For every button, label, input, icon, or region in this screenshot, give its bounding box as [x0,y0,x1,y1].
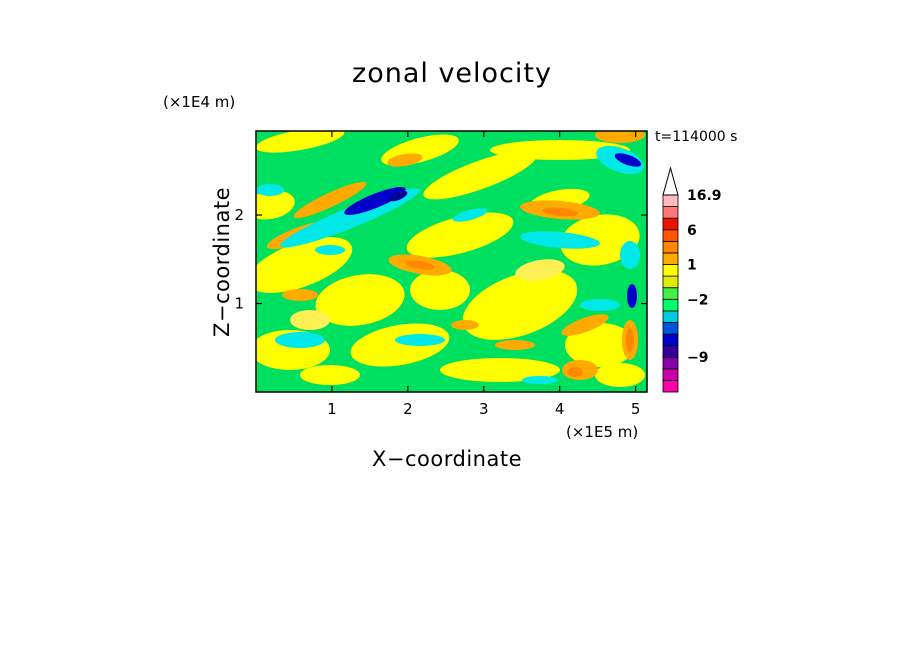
y-axis-ticks: 12 [234,206,647,313]
orange-region [282,289,318,301]
cyan-region [520,231,600,249]
plot-frame [255,130,648,393]
yellow-region [560,214,640,266]
chart-title: zonal velocity [352,58,552,89]
light-yellow-region [290,310,330,330]
x-tick-label: 1 [327,400,337,418]
colorbar-swatch [662,345,679,358]
y-tick-label: 2 [234,206,244,224]
colorbar-swatch [662,333,679,347]
dark-orange-region [626,328,634,352]
cyan-region [395,334,445,346]
blue-region [627,284,637,308]
yellow-region [595,363,645,387]
light-yellow-region [515,259,565,281]
colorbar-tick-label: −9 [687,350,708,366]
colorbar-swatch [662,322,679,335]
orange-region [561,314,609,336]
colorbar-swatch [662,298,679,312]
x-tick-label: 3 [479,400,489,418]
colorbar-swatch [662,264,679,277]
yellow-region [490,140,630,160]
yellow-region [256,190,295,220]
yellow-region [300,365,360,385]
x-axis-unit-label: (×1E5 m) [566,423,639,441]
x-tick-label: 2 [403,400,413,418]
y-axis-unit-label: (×1E4 m) [163,93,236,111]
orange-region [495,340,535,350]
colorbar-swatch [662,275,679,289]
colorbar-tick-label: 1 [687,258,697,274]
cyan-region [256,184,284,196]
cyan-region [315,245,345,255]
colorbar-swatch [662,287,679,300]
colorbar-swatch [662,206,679,219]
colorbar: 16.9 6 1 −2 −9 [662,166,722,393]
yellow-region [315,274,405,326]
dark-orange-region [567,367,583,377]
yellow-region [406,212,514,258]
orange-region [387,153,423,167]
cyan-region [452,208,488,222]
cyan-region [522,376,558,384]
blue-region [614,153,642,167]
colorbar-swatch [662,229,679,242]
colorbar-tick-label: −2 [687,292,708,308]
yellow-region [423,150,537,200]
cyan-region [580,299,620,311]
yellow-region [462,270,578,340]
dark-orange-region [542,207,578,217]
colorbar-swatch [662,356,679,370]
colorbar-swatch [662,310,679,323]
yellow-region [256,131,345,153]
yellow-region [565,323,635,367]
x-tick-label: 4 [555,400,565,418]
yellow-region [410,270,470,310]
dark-orange-region [405,260,435,270]
colorbar-swatch [662,240,679,254]
yellow-region [440,358,560,382]
dark-blue-region [388,190,408,202]
orange-region [451,320,479,330]
cyan-region [275,332,325,348]
colorbar-swatch [662,380,679,393]
colorbar-overflow-arrow [662,166,679,196]
colorbar-swatch [662,217,679,231]
orange-region [595,131,645,143]
x-tick-label: 5 [631,400,641,418]
colorbar-swatch [662,368,679,381]
colorbar-swatch [662,194,679,207]
colorbar-tick-label: 6 [687,223,697,239]
colorbar-tick-label: 16.9 [687,188,722,204]
cyan-region [620,241,640,269]
y-tick-label: 1 [234,295,244,313]
velocity-field [256,131,647,392]
time-stamp-label: t=114000 s [655,129,738,145]
x-axis-ticks: 1 2 3 4 5 [327,131,640,418]
blue-region [344,187,406,215]
orange-region [293,181,367,219]
x-axis-label: X−coordinate [372,447,522,471]
colorbar-swatch [662,252,679,265]
